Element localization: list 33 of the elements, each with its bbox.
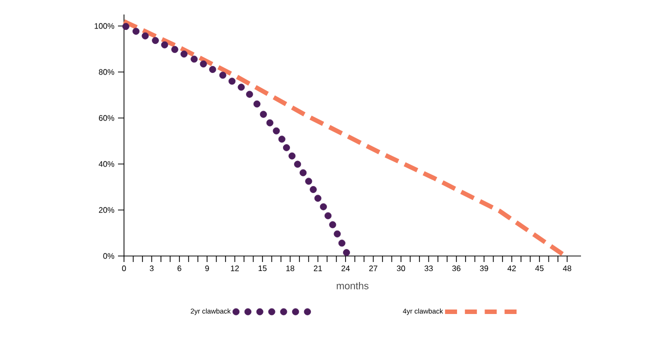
point — [300, 169, 307, 176]
point — [329, 221, 336, 228]
point — [142, 32, 149, 40]
point — [238, 84, 245, 91]
point — [338, 240, 346, 247]
point — [209, 66, 216, 73]
point — [171, 46, 178, 53]
point — [314, 194, 322, 202]
point — [190, 56, 198, 63]
point — [132, 28, 140, 35]
point — [161, 41, 168, 48]
point — [260, 110, 267, 118]
point — [310, 186, 317, 194]
point — [294, 160, 302, 168]
point — [288, 152, 296, 160]
point — [334, 230, 341, 238]
point — [278, 136, 286, 143]
point — [228, 78, 236, 85]
point — [324, 212, 332, 220]
point — [272, 127, 280, 134]
point — [200, 60, 207, 68]
point — [266, 119, 274, 126]
point — [305, 178, 312, 185]
point — [180, 50, 188, 58]
point — [320, 203, 327, 210]
point — [282, 144, 290, 152]
point — [246, 90, 254, 98]
point — [152, 36, 159, 44]
point — [253, 100, 260, 108]
point — [343, 249, 350, 256]
point — [122, 22, 130, 30]
x-axis-title: months — [336, 282, 368, 290]
point — [219, 72, 226, 79]
